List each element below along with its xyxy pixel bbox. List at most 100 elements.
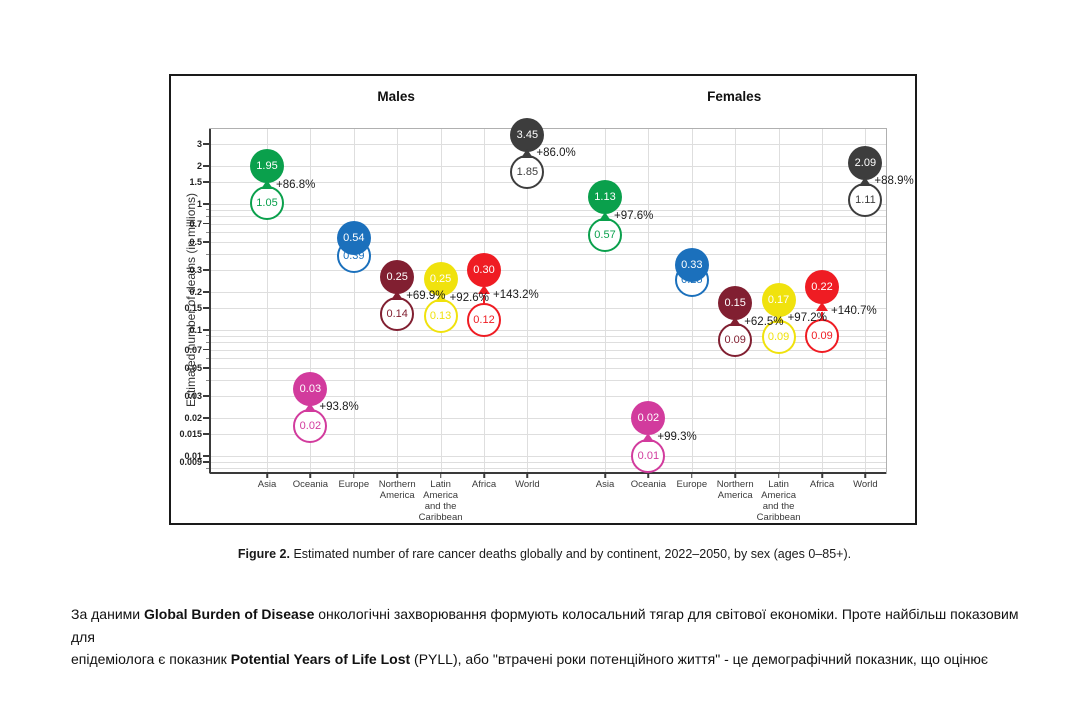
x-label-line: World	[853, 479, 878, 490]
gridline-h	[210, 204, 886, 206]
x-label-line: Northern	[716, 479, 754, 490]
x-label-females-northern-america: Northern America	[717, 479, 754, 501]
increase-arrow-icon	[521, 148, 534, 158]
y-major-tick	[203, 307, 209, 309]
y-minor-tick	[206, 253, 209, 255]
change-label-females-latin-america-and-the-caribbean: +97.2%	[787, 312, 827, 325]
gridline-h	[210, 181, 886, 183]
bubble-2022-males-africa: 0.12	[467, 303, 501, 338]
bubble-2050-males-world: 3.45	[510, 117, 545, 152]
x-label-males-europe: Europe	[338, 479, 369, 490]
bold-term: Potential Years of Life Lost	[230, 651, 411, 667]
y-tick-label: 0.02	[184, 413, 202, 424]
bubble-2050-males-northern-america: 0.25	[380, 260, 415, 295]
x-label-females-oceania: Oceania	[631, 479, 666, 490]
gridline-h	[210, 254, 886, 256]
increase-arrow-icon	[478, 285, 490, 294]
increase-arrow-icon	[642, 432, 655, 442]
bubble-2022-males-world: 1.85	[510, 154, 545, 189]
bubble-2050-males-asia: 1.95	[250, 149, 284, 184]
bubble-2050-females-world: 2.09	[848, 145, 883, 180]
x-label-line: Africa	[471, 479, 497, 490]
y-major-tick	[203, 433, 209, 435]
bubble-2022-females-northern-america: 0.09	[718, 323, 753, 358]
y-tick-label: 0.05	[184, 363, 202, 374]
change-label-females-africa: +140.7%	[831, 305, 877, 318]
x-label-line: Oceania	[292, 479, 329, 490]
x-label-line: America	[717, 490, 753, 501]
x-tick	[604, 473, 606, 478]
x-tick	[821, 473, 823, 478]
gridline-h	[210, 368, 886, 370]
x-label-males-asia: Asia	[258, 479, 276, 490]
x-label-line: America	[761, 490, 797, 501]
gridline-h	[210, 433, 886, 435]
y-major-tick	[203, 461, 209, 463]
x-tick	[309, 473, 312, 478]
y-minor-tick	[206, 467, 209, 469]
y-minor-tick	[206, 335, 209, 337]
x-label-males-northern-america: Northern America	[379, 479, 416, 501]
x-tick	[439, 473, 442, 478]
y-tick-label: 0.01	[184, 451, 202, 462]
x-label-females-africa: Africa	[810, 479, 834, 490]
y-major-tick	[203, 367, 209, 369]
x-label-males-latin-america-and-the-caribbean: Latin America and the Caribbean	[419, 479, 463, 523]
bubble-2050-males-latin-america-and-the-caribbean: 0.25	[423, 262, 458, 297]
arrow-stem	[821, 311, 823, 321]
x-label-line: Europe	[338, 479, 370, 490]
y-axis-line	[209, 129, 211, 473]
gridline-h	[210, 166, 886, 168]
paragraph-text: епідеміолога є показник	[71, 651, 231, 667]
bubble-2050-females-asia: 1.13	[588, 180, 622, 215]
y-major-tick	[203, 222, 209, 225]
bubble-2022-females-asia: 0.57	[588, 217, 622, 252]
x-tick	[691, 473, 693, 478]
y-minor-tick	[206, 379, 209, 381]
gridline-h	[210, 349, 886, 351]
figure-2-image: Males Females Estimated number of deaths…	[169, 74, 917, 525]
paragraph-text: (PYLL), або "втрачені роки потенційного …	[410, 651, 989, 667]
arrow-stem	[483, 295, 485, 306]
x-tick	[396, 473, 398, 478]
x-label-line: America	[423, 490, 459, 501]
bubble-2050-females-europe: 0.33	[674, 247, 709, 282]
x-label-line: Europe	[676, 479, 708, 490]
x-tick	[353, 473, 355, 478]
x-tick	[864, 473, 867, 478]
x-label-males-world: World	[515, 479, 540, 490]
y-major-tick	[203, 329, 209, 331]
gridline-v	[865, 129, 867, 473]
y-tick-label: 0.7	[189, 218, 202, 229]
gridline-h	[210, 342, 886, 344]
x-label-females-world: World	[853, 479, 878, 490]
increase-arrow-icon	[304, 402, 317, 412]
bubble-2050-males-africa: 0.30	[467, 253, 501, 287]
gridline-v	[267, 129, 268, 473]
increase-arrow-icon	[261, 180, 273, 190]
gridline-h	[210, 307, 886, 309]
x-label-line: Asia	[595, 479, 615, 490]
change-label-males-oceania: +93.8%	[319, 401, 359, 414]
x-label-line: Latin	[430, 479, 451, 490]
figure-caption: Figure 2. Estimated number of rare cance…	[0, 547, 1089, 561]
x-label-males-oceania: Oceania	[293, 479, 328, 490]
gridline-h	[210, 468, 886, 470]
gridline-h	[210, 461, 886, 463]
bubble-2050-females-africa: 0.22	[805, 269, 839, 304]
y-tick-label: 0.5	[189, 237, 202, 248]
x-tick	[777, 473, 780, 478]
change-label-males-asia: +86.8%	[276, 178, 316, 191]
gridline-h	[210, 216, 886, 218]
gridline-v	[527, 129, 529, 473]
gridline-h	[210, 330, 886, 332]
y-tick-label: 0.009	[179, 456, 202, 467]
gridline-h	[210, 418, 886, 420]
change-label-females-northern-america: +62.5%	[744, 315, 784, 328]
gridline-h	[210, 456, 886, 458]
gridline-h	[210, 358, 886, 360]
change-label-males-world: +86.0%	[536, 147, 576, 160]
bubble-2050-females-oceania: 0.02	[631, 401, 666, 436]
y-major-tick	[203, 455, 209, 457]
